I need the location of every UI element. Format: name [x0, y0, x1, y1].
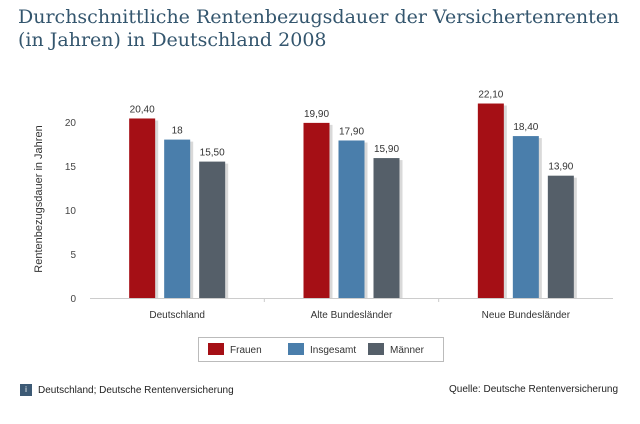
bar-insgesamt[interactable] [338, 140, 365, 298]
legend-box [198, 337, 444, 362]
bar-value-label: 18 [172, 126, 184, 137]
chart-title: Durchschnittliche Rentenbezugsdauer der … [18, 6, 620, 51]
bar-value-label: 15,90 [374, 144, 399, 155]
y-axis-label: Rentenbezugsdauer in Jahren [33, 125, 45, 272]
bars: 20,40 18 15,50 19,90 17,90 15,90 22,10 18,40 13,… [129, 90, 577, 299]
info-icon[interactable]: i [20, 384, 32, 396]
bar-value-label: 20,40 [130, 104, 155, 115]
y-tick-label: 0 [70, 294, 76, 305]
legend-swatch[interactable] [288, 343, 304, 355]
x-tick-label: Alte Bundesländer [311, 310, 393, 321]
footnote-source: Quelle: Deutsche Rentenversicherung [449, 384, 618, 395]
x-tick-label: Neue Bundesländer [482, 310, 571, 321]
bar-frauen[interactable] [477, 103, 504, 299]
axes: Rentenbezugsdauer in Jahren 0 5 10 15 20 Deuts… [33, 118, 613, 321]
y-tick-label: 20 [65, 118, 77, 129]
bar-value-label: 22,10 [478, 90, 503, 101]
bar-m-nner[interactable] [199, 161, 226, 298]
footnote-region-text: Deutschland; Deutsche Rentenversicherung [38, 384, 234, 396]
y-tick-label: 10 [65, 206, 77, 217]
bar-m-nner[interactable] [547, 175, 574, 298]
legend-swatch[interactable] [368, 343, 384, 355]
bar-value-label: 19,90 [304, 109, 329, 120]
bar-frauen[interactable] [129, 118, 156, 298]
y-tick-label: 15 [65, 162, 77, 173]
footnote-source-region: i Deutschland; Deutsche Rentenversicheru… [20, 384, 234, 396]
legend-item-label[interactable]: Frauen [230, 345, 262, 356]
bar-value-label: 13,90 [548, 162, 573, 173]
legend-swatch[interactable] [208, 343, 224, 355]
bar-m-nner[interactable] [373, 158, 400, 298]
legend: Frauen Insgesamt Männer [198, 337, 444, 362]
bar-insgesamt[interactable] [164, 139, 191, 298]
bar-value-label: 17,90 [339, 126, 364, 137]
legend-item-label[interactable]: Insgesamt [310, 345, 356, 356]
bar-value-label: 15,50 [200, 148, 225, 159]
bar-frauen[interactable] [303, 122, 330, 298]
x-tick-label: Deutschland [149, 310, 205, 321]
bar-value-label: 18,40 [513, 122, 538, 133]
bar-insgesamt[interactable] [512, 136, 539, 298]
legend-item-label[interactable]: Männer [390, 345, 425, 356]
y-tick-label: 5 [70, 250, 76, 261]
